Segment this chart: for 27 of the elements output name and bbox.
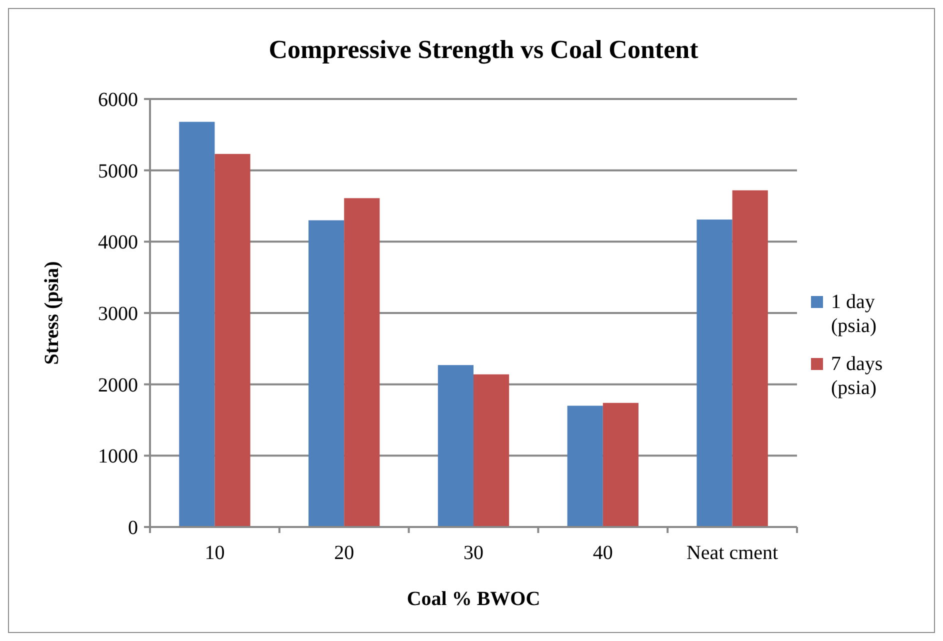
y-tick-label: 5000 (98, 160, 138, 182)
y-tick-label: 0 (128, 517, 138, 539)
bar (602, 402, 638, 527)
x-axis-title: Coal % BWOC (406, 588, 540, 610)
bar (474, 374, 510, 527)
legend-label: 1 day (psia) (831, 291, 877, 337)
bar (179, 122, 215, 527)
bar (214, 154, 250, 527)
x-tick-label: 30 (464, 542, 484, 564)
y-tick-label: 2000 (98, 374, 138, 396)
y-tick-label: 1000 (98, 446, 138, 468)
x-tick-label: 20 (334, 542, 354, 564)
bar (696, 220, 732, 527)
bar (732, 190, 768, 527)
y-tick-label: 6000 (98, 89, 138, 111)
bar (308, 220, 344, 527)
y-axis-title: Stress (psia) (41, 261, 63, 365)
bar (344, 198, 380, 527)
chart-title: Compressive Strength vs Coal Content (268, 35, 699, 64)
y-tick-label: 4000 (98, 232, 138, 254)
x-tick-label: 10 (204, 542, 225, 564)
x-tick-label: 40 (592, 542, 613, 564)
bar (567, 406, 603, 527)
x-tick-label: Neat cment (686, 542, 779, 564)
y-tick-label: 3000 (98, 303, 138, 325)
bar (438, 365, 474, 527)
legend-label: 7 days (psia) (831, 353, 883, 399)
